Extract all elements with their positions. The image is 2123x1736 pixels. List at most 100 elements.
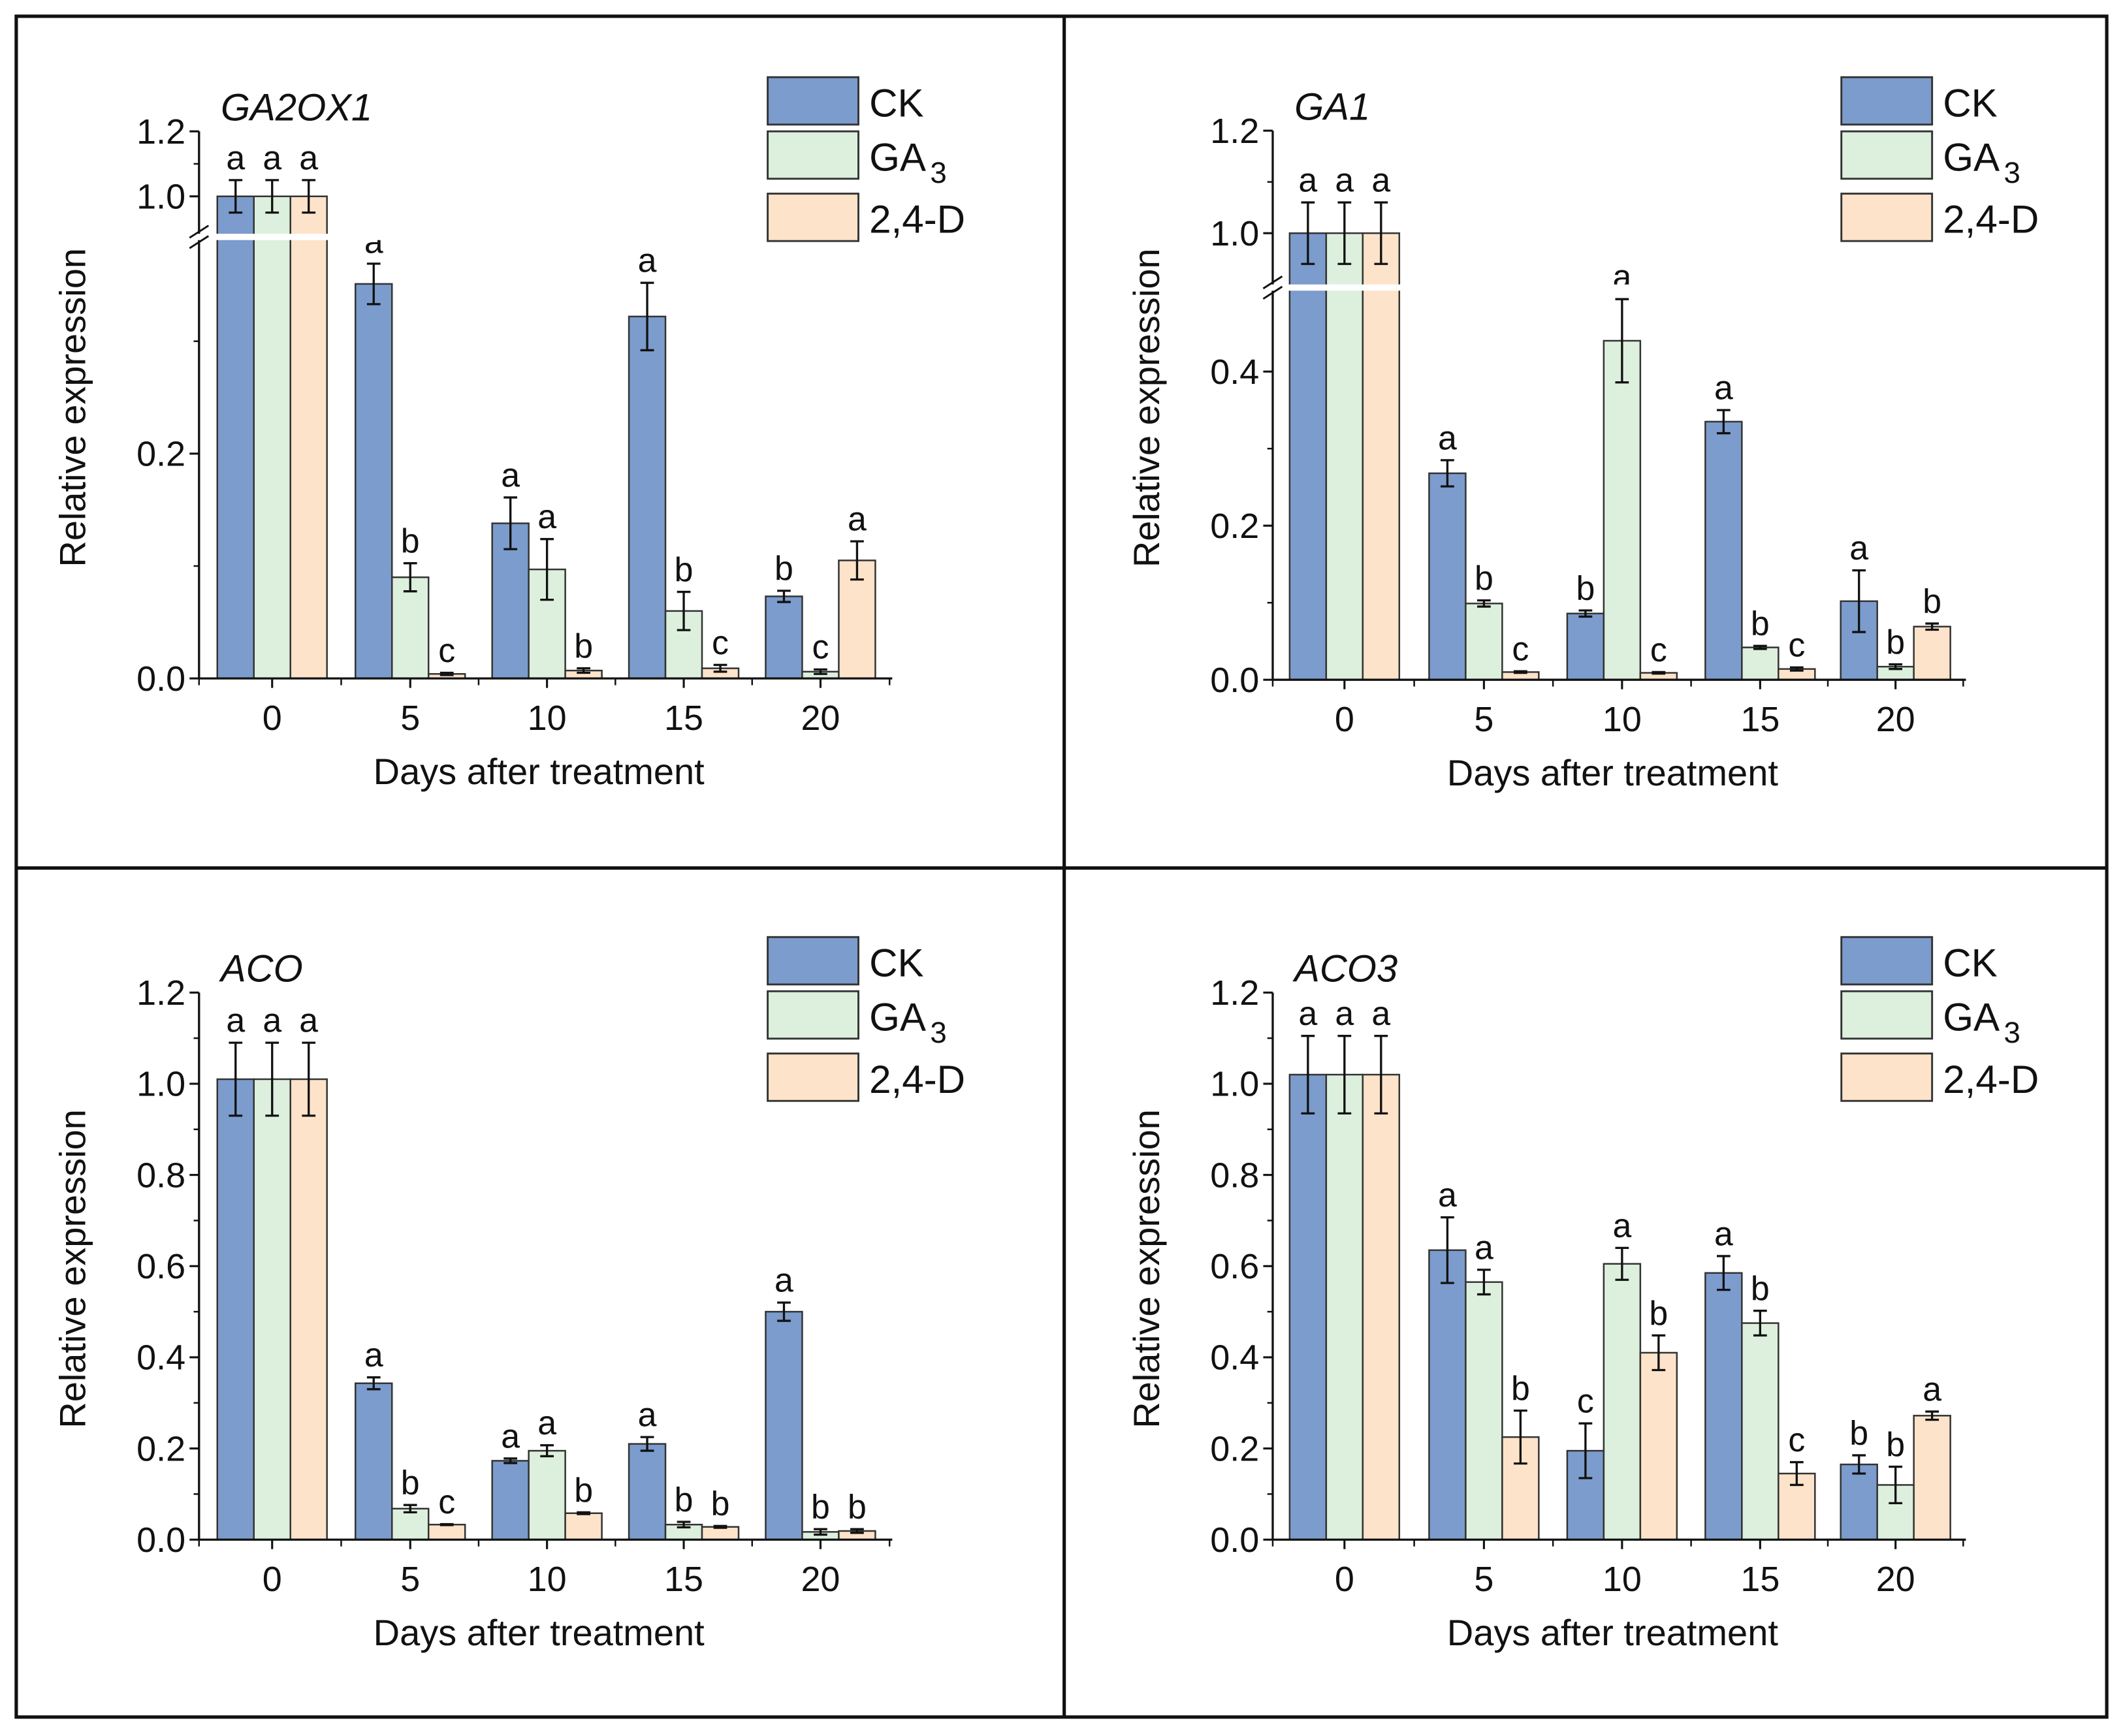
bar-24d-day0 bbox=[289, 1078, 328, 1541]
significance-letter: a bbox=[848, 500, 867, 538]
significance-letter: a bbox=[263, 138, 281, 176]
x-tick-label: 20 bbox=[1876, 700, 1915, 739]
bar-24d-day20 bbox=[1913, 625, 1951, 681]
legend-label: GA bbox=[869, 135, 926, 179]
legend-subscript: 3 bbox=[930, 156, 946, 189]
legend-swatch bbox=[1840, 990, 1934, 1040]
significance-letter: a bbox=[364, 222, 383, 260]
y-tick-label: 0.2 bbox=[136, 434, 185, 473]
significance-letter: c bbox=[1577, 1382, 1594, 1420]
significance-letter: b bbox=[1649, 1294, 1668, 1332]
significance-letter: a bbox=[638, 1396, 657, 1434]
bar-ck-day15 bbox=[1704, 420, 1743, 681]
y-tick-label: 1.0 bbox=[136, 1065, 185, 1104]
y-tick-label: 0.8 bbox=[136, 1156, 185, 1195]
bar-24d-day10 bbox=[564, 1512, 603, 1541]
legend-swatch bbox=[1840, 193, 1934, 242]
y-tick-label: 1.2 bbox=[136, 112, 185, 151]
bar-ck-day15 bbox=[1704, 1272, 1743, 1541]
significance-letter: a bbox=[299, 1002, 318, 1039]
y-tick-label: 0.0 bbox=[1210, 1521, 1259, 1560]
significance-letter: b bbox=[1511, 1369, 1530, 1407]
significance-letter: b bbox=[848, 1488, 867, 1526]
significance-letter: b bbox=[401, 522, 420, 560]
y-tick-label: 0.2 bbox=[1210, 1429, 1259, 1468]
bar-ga3-day10 bbox=[528, 1449, 566, 1541]
bar-ck-day15 bbox=[628, 315, 667, 680]
significance-letter: a bbox=[1335, 994, 1354, 1032]
significance-letter: a bbox=[501, 1417, 520, 1455]
x-tick-label: 10 bbox=[528, 699, 567, 738]
gene-title: ACO3 bbox=[1292, 948, 1397, 990]
x-tick-label: 10 bbox=[1603, 700, 1642, 739]
significance-letter: a bbox=[1923, 1370, 1941, 1408]
bar-ck-day20 bbox=[765, 595, 803, 680]
legend-label: CK bbox=[869, 941, 924, 985]
y-tick-label: 0.2 bbox=[1210, 507, 1259, 546]
bar-ck-day5 bbox=[1428, 472, 1467, 681]
significance-letter: a bbox=[1335, 161, 1354, 198]
significance-letter: a bbox=[1298, 994, 1317, 1032]
y-axis-label: Relative expression bbox=[52, 248, 93, 567]
x-axis-label: Days after treatment bbox=[374, 751, 705, 792]
legend-swatch bbox=[1840, 1052, 1934, 1102]
bar-ga3-day0 bbox=[253, 1078, 291, 1541]
bar-24d-day0 bbox=[1362, 232, 1401, 681]
legend-subscript: 3 bbox=[930, 1016, 946, 1049]
legend-label: CK bbox=[869, 81, 924, 125]
y-tick-label: 0.6 bbox=[1210, 1247, 1259, 1286]
legend-label: 2,4-D bbox=[869, 198, 965, 242]
bar-24d-day0 bbox=[1362, 1073, 1401, 1541]
y-tick-label: 0.0 bbox=[1210, 661, 1259, 700]
legend-swatch bbox=[767, 76, 859, 126]
legend-label: CK bbox=[1943, 81, 1998, 125]
significance-letter: b bbox=[401, 1464, 420, 1502]
x-tick-label: 0 bbox=[263, 1560, 282, 1599]
significance-letter: b bbox=[1886, 623, 1905, 661]
legend-subscript: 3 bbox=[2004, 156, 2020, 189]
significance-letter: a bbox=[299, 138, 318, 176]
x-tick-label: 15 bbox=[664, 699, 703, 738]
significance-letter: b bbox=[574, 1471, 593, 1509]
x-tick-label: 0 bbox=[1335, 700, 1354, 739]
significance-letter: a bbox=[774, 1261, 793, 1299]
significance-letter: b bbox=[1923, 582, 1941, 620]
x-tick-label: 10 bbox=[528, 1560, 567, 1599]
y-tick-label: 1.2 bbox=[136, 973, 185, 1013]
bar-ck-day0 bbox=[1288, 232, 1328, 681]
x-tick-label: 0 bbox=[263, 699, 282, 738]
x-tick-label: 15 bbox=[1740, 700, 1780, 739]
x-tick-label: 20 bbox=[801, 699, 840, 738]
y-tick-label: 1.0 bbox=[1210, 1065, 1259, 1104]
x-tick-label: 10 bbox=[1603, 1560, 1642, 1599]
significance-letter: a bbox=[1438, 1176, 1457, 1214]
significance-letter: a bbox=[1475, 1228, 1493, 1266]
significance-letter: c bbox=[438, 631, 455, 669]
bar-ck-day15 bbox=[628, 1443, 667, 1541]
significance-letter: a bbox=[1714, 369, 1733, 407]
bar-ga3-day5 bbox=[1465, 603, 1503, 681]
y-tick-label: 0.4 bbox=[1210, 353, 1259, 392]
significance-letter: b bbox=[1849, 1413, 1868, 1451]
y-tick-label: 1.0 bbox=[136, 177, 185, 216]
x-tick-label: 20 bbox=[801, 1560, 840, 1599]
significance-letter: a bbox=[1298, 161, 1317, 198]
axis-break-gap bbox=[201, 233, 895, 240]
significance-letter: a bbox=[1371, 161, 1390, 198]
significance-letter: a bbox=[364, 1336, 383, 1374]
significance-letter: a bbox=[638, 242, 657, 279]
significance-letter: c bbox=[1788, 626, 1805, 664]
bar-ga3-day5 bbox=[1465, 1281, 1503, 1541]
legend-label: GA bbox=[1943, 995, 2000, 1039]
x-tick-label: 15 bbox=[664, 1560, 703, 1599]
gene-title: ACO bbox=[219, 948, 303, 990]
bar-24d-day20 bbox=[1913, 1415, 1951, 1541]
significance-letter: b bbox=[1475, 559, 1493, 597]
significance-letter: a bbox=[263, 1002, 281, 1039]
y-tick-label: 0.0 bbox=[136, 659, 185, 699]
significance-letter: a bbox=[226, 1002, 245, 1039]
